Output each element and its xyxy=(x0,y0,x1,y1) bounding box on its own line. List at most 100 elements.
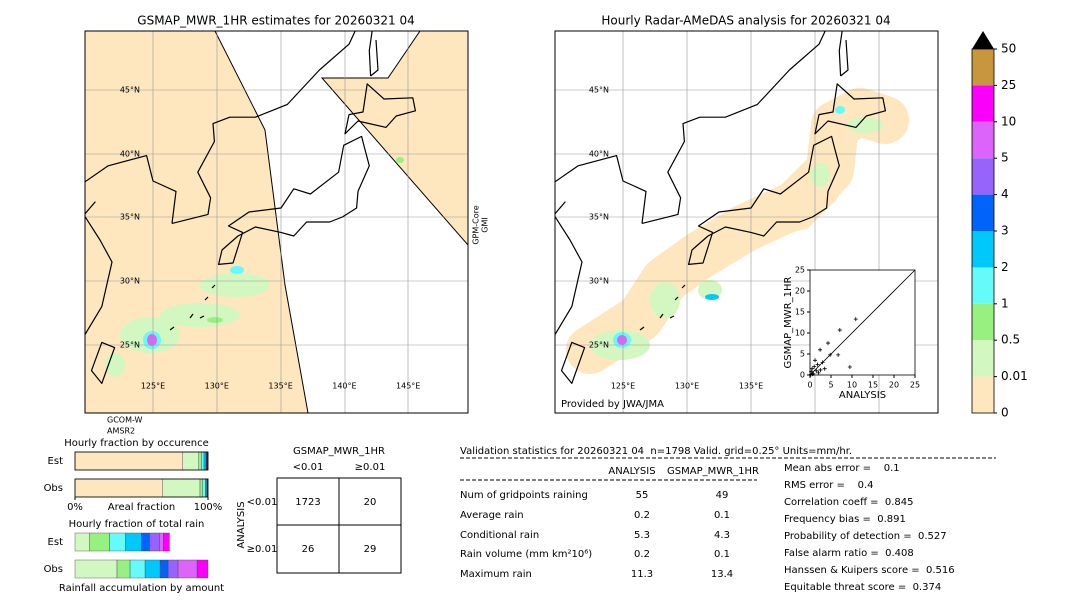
point xyxy=(847,365,852,370)
colorbar-label: 0.5 xyxy=(1001,333,1020,347)
point xyxy=(836,352,841,357)
credit: Provided by JWA/JMA xyxy=(561,399,664,410)
point xyxy=(816,370,821,375)
chart-title: Hourly fraction of total rain xyxy=(69,519,205,530)
lon-label: 135°E xyxy=(268,382,292,391)
point xyxy=(826,341,831,346)
lat-label: 40°N xyxy=(120,150,140,159)
bar-segment xyxy=(89,532,110,552)
right-map xyxy=(555,31,938,413)
lon-label: 130°E xyxy=(205,382,229,391)
x-tick-label: 20 xyxy=(889,381,899,390)
y-tick-label: 15 xyxy=(795,308,805,317)
y-tick-label: 0 xyxy=(800,371,805,380)
map-frame xyxy=(554,30,939,414)
map-title: Hourly Radar-AMeDAS analysis for 2026032… xyxy=(601,14,890,28)
bar-segment xyxy=(74,532,90,552)
category-label: Est xyxy=(48,537,64,548)
stats-column: ANALYSIS xyxy=(608,466,655,477)
point xyxy=(812,364,817,369)
stats-label: Maximum rain xyxy=(460,569,532,580)
left-map xyxy=(85,31,468,413)
stats-value: 49 xyxy=(716,490,729,501)
y-tick-label: 10 xyxy=(795,329,805,338)
color-segment xyxy=(972,340,994,377)
stats-label: Num of gridpoints raining xyxy=(460,490,588,501)
colorbar-label: 4 xyxy=(1001,187,1009,201)
stats-value: 5.3 xyxy=(634,530,650,541)
bar-frame xyxy=(74,478,209,498)
color-segment xyxy=(972,85,994,122)
x-tick-label: 5 xyxy=(828,381,833,390)
category-label: Obs xyxy=(44,483,63,494)
colorbar-label: 2 xyxy=(1001,260,1009,274)
x-axis-label: Areal fraction xyxy=(108,502,175,513)
point xyxy=(808,372,813,377)
lon-label: 135°E xyxy=(739,382,763,391)
colorbar-label: 0 xyxy=(1001,406,1009,420)
bar-segment xyxy=(196,559,209,579)
stats-value: 4.3 xyxy=(714,530,730,541)
lon-label: 145°E xyxy=(396,382,420,391)
row-label: <0.01 xyxy=(247,497,278,508)
lat-label: 35°N xyxy=(589,213,609,222)
bar-segment xyxy=(109,532,126,552)
x-tick-label: 0 xyxy=(807,381,812,390)
category-label: Est xyxy=(48,456,64,467)
lat-label: 25°N xyxy=(120,341,140,350)
bar-segment xyxy=(198,451,202,471)
colorbar-label: 0.01 xyxy=(1001,369,1028,383)
point xyxy=(822,366,827,371)
table-cell: 20 xyxy=(364,497,377,508)
stats-header: Validation statistics for 20260321 04 n=… xyxy=(460,446,852,457)
bar-segment xyxy=(149,532,160,552)
stats-value: 0.2 xyxy=(634,510,650,521)
lat-label: 45°N xyxy=(120,86,140,95)
bar-segment xyxy=(74,559,118,579)
x-tick-label: 0% xyxy=(67,502,83,513)
score: Hanssen & Kuipers score = 0.516 xyxy=(784,565,955,576)
point xyxy=(813,358,818,363)
point xyxy=(809,369,814,374)
bar-segment xyxy=(74,451,183,471)
score: RMS error = 0.4 xyxy=(784,480,874,491)
score: Correlation coeff = 0.845 xyxy=(784,497,914,508)
y-tick-label: 25 xyxy=(795,266,805,275)
color-segment xyxy=(972,49,994,86)
bar-segment xyxy=(203,451,207,471)
diagonal xyxy=(809,269,916,376)
stats-label: Average rain xyxy=(460,510,524,521)
color-segment xyxy=(972,303,994,341)
colorbar-label: 50 xyxy=(1001,42,1016,56)
point xyxy=(814,368,819,373)
bar-segment xyxy=(129,559,146,579)
bar-segment xyxy=(162,478,201,498)
bar-segment xyxy=(125,532,142,552)
x-tick-label: 15 xyxy=(868,381,878,390)
table-title: GSMAP_MWR_1HR xyxy=(293,446,385,457)
x-tick-label: 10 xyxy=(847,381,857,390)
bar-segment xyxy=(182,451,199,471)
stats-value: 0.1 xyxy=(714,510,730,521)
bar-frame xyxy=(74,451,209,471)
lat-label: 35°N xyxy=(120,213,140,222)
lat-label: 30°N xyxy=(589,277,609,286)
sensor-label: AMSR2 xyxy=(107,427,135,436)
lon-label: 125°E xyxy=(141,382,165,391)
table-cell: 1723 xyxy=(295,497,320,508)
lon-label: 125°E xyxy=(611,382,635,391)
bar-segment xyxy=(177,559,198,579)
sensor-label: GPM-Core xyxy=(472,205,481,244)
extend-triangle xyxy=(972,31,994,49)
bar-segment xyxy=(202,478,206,498)
point xyxy=(828,352,833,357)
point xyxy=(818,367,823,372)
lat-label: 25°N xyxy=(589,341,609,350)
score: Equitable threat score = 0.374 xyxy=(784,582,941,593)
row-title: ANALYSIS xyxy=(236,501,247,548)
point xyxy=(810,366,815,371)
lat-label: 40°N xyxy=(589,150,609,159)
bar-segment xyxy=(116,559,131,579)
bar-segment xyxy=(144,559,161,579)
